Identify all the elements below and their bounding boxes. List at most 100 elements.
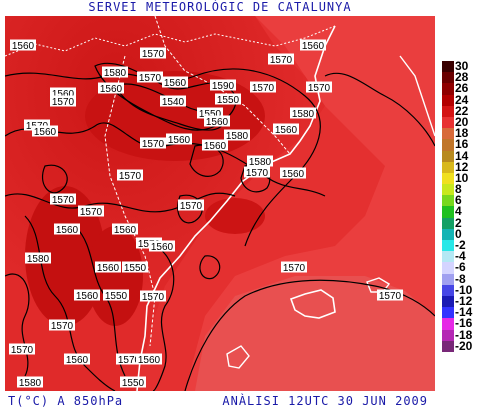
- contour-label-box: [247, 155, 273, 167]
- legend-swatch: [442, 72, 454, 84]
- legend-label: -4: [455, 249, 466, 264]
- contour-label-text: 1550: [199, 109, 222, 120]
- contour-value-label: 1550: [103, 289, 129, 302]
- contour-value-label: 1570: [78, 205, 104, 218]
- contour-label-text: 1560: [275, 125, 298, 136]
- legend-label: 24: [455, 92, 469, 107]
- contour-label-box: [103, 289, 129, 301]
- legend-entry: -2: [442, 239, 484, 252]
- contour-label-box: [98, 82, 124, 94]
- contour-label-text: 1590: [212, 81, 235, 92]
- contour-label-box: [162, 76, 188, 88]
- legend-entry: -4: [442, 249, 484, 264]
- contour-line: [199, 255, 221, 280]
- contour-value-label: 1560: [136, 353, 162, 366]
- contour-value-label: 1580: [25, 252, 51, 265]
- contour-line: [184, 279, 435, 391]
- legend-label: 26: [455, 81, 469, 96]
- contour-value-label: 1540: [160, 95, 186, 108]
- contour-label-box: [17, 376, 43, 388]
- legend-entry: -18: [442, 329, 484, 341]
- contour-label-box: [215, 93, 241, 105]
- legend-entry: -10: [442, 284, 484, 296]
- legend-entry: 30: [442, 60, 484, 73]
- contour-label-box: [166, 133, 192, 145]
- contour-value-label: 1560: [202, 139, 228, 152]
- contour-label-box: [50, 193, 76, 205]
- contour-label-text: 1580: [292, 109, 315, 120]
- contour-value-label: 1560: [300, 39, 326, 52]
- contour-value-label: 1580: [290, 107, 316, 120]
- legend-swatch: [442, 262, 454, 274]
- contour-value-label: 1560: [149, 240, 175, 253]
- legend-swatch: [442, 150, 454, 162]
- legend-swatch: [442, 329, 454, 341]
- contour-line: [5, 192, 236, 213]
- contour-label-box: [140, 137, 166, 149]
- contour-label-box: [197, 107, 223, 119]
- contour-label-text: 1570: [308, 83, 331, 94]
- contour-label-text: 1560: [52, 89, 75, 100]
- contour-label-box: [268, 53, 294, 65]
- legend-entry: -14: [442, 306, 484, 319]
- contour-value-label: 1580: [17, 376, 43, 389]
- contour-label-box: [116, 353, 142, 365]
- legend-label: 4: [455, 204, 462, 219]
- contour-value-label: 1570: [9, 343, 35, 356]
- cool-patch-se: [195, 276, 435, 391]
- contour-value-label: 1570: [116, 353, 142, 366]
- legend-swatch: [442, 161, 454, 173]
- contour-label-text: 1560: [164, 78, 187, 89]
- contour-label-text: 1560: [151, 242, 174, 253]
- legend-label: -6: [455, 260, 466, 275]
- contour-label-text: 1570: [379, 291, 402, 302]
- contour-value-label: 1570: [140, 47, 166, 60]
- contour-value-label: 1550: [197, 107, 223, 120]
- legend-entry: 16: [442, 138, 484, 151]
- contour-label-text: 1570: [51, 321, 74, 332]
- contour-label-text: 1580: [27, 254, 50, 265]
- french-coastline: [399, 55, 435, 137]
- legend-label: 6: [455, 193, 462, 208]
- contour-value-label: 1560: [10, 39, 36, 52]
- contour-value-label: 1570: [50, 193, 76, 206]
- contour-line: [94, 62, 237, 131]
- contour-value-label: 1570: [140, 137, 166, 150]
- legend-swatch: [442, 295, 454, 308]
- contour-label-text: 1560: [204, 141, 227, 152]
- contour-label-box: [290, 107, 316, 119]
- legend-swatch: [442, 172, 454, 185]
- contour-label-box: [74, 289, 100, 301]
- legend-label: -20: [455, 338, 473, 353]
- legend-swatch: [442, 240, 454, 252]
- contour-label-text: 1560: [282, 169, 305, 180]
- contour-line: [41, 164, 68, 194]
- contour-value-label: 1570: [140, 290, 166, 303]
- legend-swatch: [442, 340, 454, 352]
- contour-label-box: [281, 261, 307, 273]
- contour-label-box: [224, 129, 250, 141]
- contour-value-label: 1560: [273, 123, 299, 136]
- ibiza-island: [226, 345, 250, 369]
- contour-label-box: [120, 376, 146, 388]
- contour-label-text: 1560: [138, 355, 161, 366]
- color-legend: 30 28 26 24 22 20 18 16 14 12 10 8 6 4 2 0 -2 -4 -6 -8 -10 -1…: [442, 60, 484, 353]
- contour-label-box: [95, 261, 121, 273]
- contour-value-label: 1550: [122, 261, 148, 274]
- legend-swatch: [442, 195, 454, 207]
- map-title: SERVEI METEOROLÒGIC DE CATALUNYA: [88, 0, 352, 14]
- contour-label-box: [64, 353, 90, 365]
- legend-label: -16: [455, 316, 473, 331]
- contour-label-text: 1570: [252, 83, 275, 94]
- contour-line: [177, 194, 203, 224]
- contour-label-box: [300, 39, 326, 51]
- contour-value-label: 1560: [54, 223, 80, 236]
- contour-value-label: 1560: [166, 133, 192, 146]
- coastline: [136, 25, 336, 391]
- contour-label-text: 1580: [249, 157, 272, 168]
- legend-swatch: [442, 61, 454, 73]
- contour-line: [5, 273, 30, 377]
- legend-swatch: [442, 307, 454, 319]
- contour-value-label: 1560: [98, 82, 124, 95]
- legend-label: 10: [455, 170, 469, 185]
